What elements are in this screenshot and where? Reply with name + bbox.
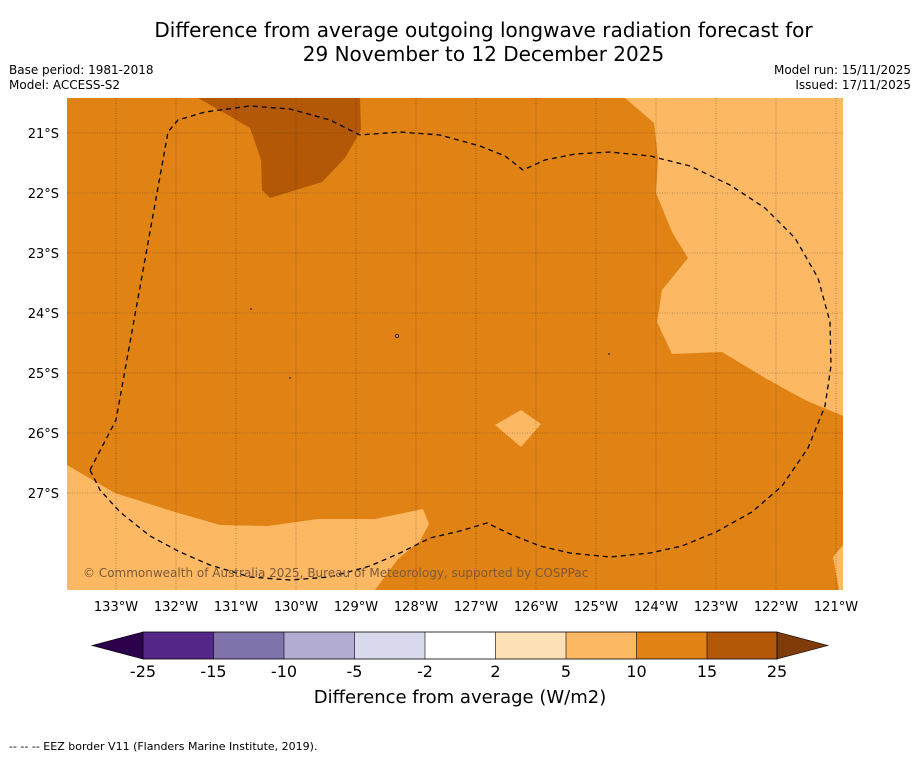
title-line-1: Difference from average outgoing longwav…	[154, 18, 813, 42]
colorbar-tick: -15	[200, 662, 226, 681]
lon-label: 133°W	[94, 600, 138, 615]
model-name: Model: ACCESS-S2	[9, 78, 121, 92]
title-line-2: 29 November to 12 December 2025	[302, 42, 665, 66]
lon-label: 132°W	[154, 600, 198, 615]
lat-label: 26°S	[28, 427, 59, 442]
colorbar-tick: 10	[626, 662, 646, 681]
colorbar-ticks: -25 -15 -10 -5 -2 2 5 10 15 25	[130, 662, 787, 681]
meta-left: Base period: 1981-2018 Model: ACCESS-S2	[9, 63, 154, 93]
colorbar-bin	[495, 632, 566, 659]
colorbar-tick: 2	[490, 662, 500, 681]
lon-axis: 133°W 132°W 131°W 130°W 129°W 128°W 127°…	[94, 600, 858, 615]
colorbar-bin	[284, 632, 355, 659]
colorbar-tick: 25	[767, 662, 787, 681]
lon-label: 121°W	[814, 600, 858, 615]
colorbar-label: Difference from average (W/m2)	[314, 687, 606, 708]
colorbar-bin	[354, 632, 425, 659]
colorbar-tick: 15	[697, 662, 717, 681]
base-period: Base period: 1981-2018	[9, 63, 154, 77]
anomaly-region-5-10-corner	[833, 545, 843, 590]
lon-label: 127°W	[454, 600, 498, 615]
lon-label: 128°W	[394, 600, 438, 615]
colorbar-dividers	[213, 632, 708, 659]
lat-label: 22°S	[28, 187, 59, 202]
anomaly-region-5-10-patch	[495, 410, 541, 447]
copyright-text: © Commonwealth of Australia 2025, Bureau…	[83, 566, 588, 580]
colorbar-tick: -2	[417, 662, 433, 681]
lat-label: 21°S	[28, 127, 59, 142]
lat-label: 25°S	[28, 367, 59, 382]
colorbar: -25 -15 -10 -5 -2 2 5 10 15 25 Differenc…	[90, 631, 830, 708]
lon-label: 131°W	[214, 600, 258, 615]
anomaly-region-5-10-southwest	[67, 465, 429, 590]
colorbar-tick: -10	[271, 662, 297, 681]
lon-label: 122°W	[754, 600, 798, 615]
lon-label: 126°W	[514, 600, 558, 615]
colorbar-tick: 5	[561, 662, 571, 681]
colorbar-bin	[636, 632, 707, 659]
anomaly-region-15-25	[198, 98, 361, 198]
colorbar-bin	[566, 632, 637, 659]
eez-border	[89, 105, 832, 581]
lat-label: 23°S	[28, 247, 59, 262]
colorbar-bin	[707, 632, 777, 659]
lon-label: 123°W	[694, 600, 738, 615]
colorbar-extend-low	[90, 631, 144, 660]
lat-axis: 21°S 22°S 23°S 24°S 25°S 26°S 27°S	[28, 127, 59, 502]
lon-label: 129°W	[334, 600, 378, 615]
meta-right: Model run: 15/11/2025 Issued: 17/11/2025	[774, 63, 911, 93]
lon-label: 124°W	[634, 600, 678, 615]
colorbar-tick: -25	[130, 662, 156, 681]
lon-label: 125°W	[574, 600, 618, 615]
anomaly-region-5-10-east	[625, 98, 843, 416]
colorbar-outline	[142, 631, 778, 660]
issued-date: Issued: 17/11/2025	[795, 78, 911, 92]
colorbar-extend-high	[776, 631, 830, 660]
lat-label: 27°S	[28, 487, 59, 502]
chart-title: Difference from average outgoing longwav…	[0, 18, 919, 66]
colorbar-bin	[143, 632, 214, 659]
colorbar-bin	[425, 632, 496, 659]
colorbar-bin	[213, 632, 284, 659]
colorbar-tick: -5	[347, 662, 363, 681]
lon-label: 130°W	[274, 600, 318, 615]
map-panel: © Commonwealth of Australia 2025, Bureau…	[67, 98, 843, 590]
eez-footnote: -- -- -- EEZ border V11 (Flanders Marine…	[9, 740, 318, 753]
model-run: Model run: 15/11/2025	[773, 63, 911, 77]
island-markers	[250, 308, 610, 379]
lat-label: 24°S	[28, 307, 59, 322]
